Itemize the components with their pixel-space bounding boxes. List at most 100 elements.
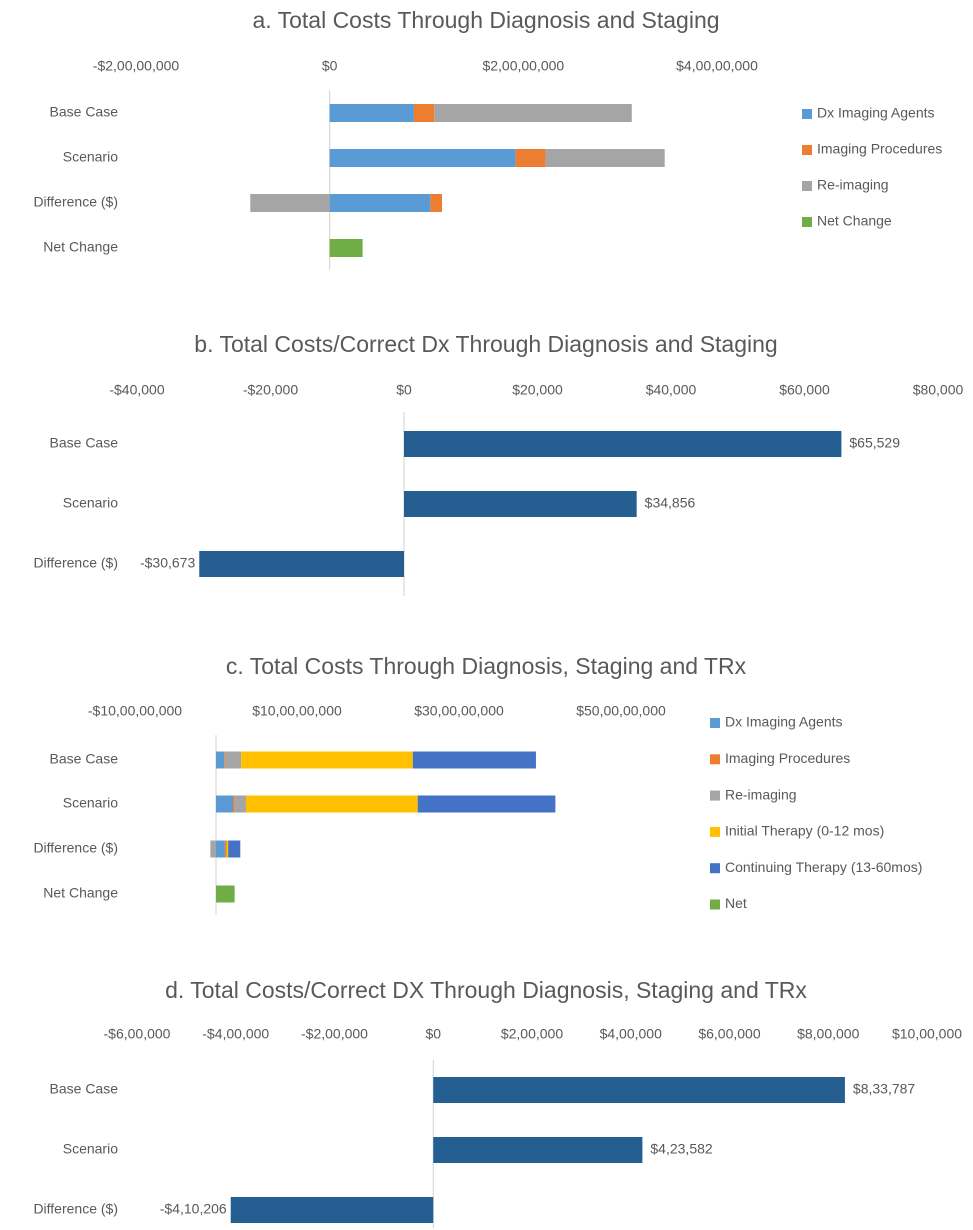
x-tick-label: -$4,00,000: [202, 1026, 269, 1042]
bar-segment: [241, 751, 413, 769]
category-label: Net Change: [43, 885, 118, 901]
category-label: Scenario: [63, 1141, 118, 1157]
bar-segment: [417, 795, 556, 813]
data-label: $34,856: [645, 495, 696, 511]
legend-label: Dx Imaging Agents: [817, 105, 935, 121]
x-tick-label: $10,00,000: [892, 1026, 962, 1042]
bar-segment: [329, 194, 431, 212]
legend-swatch: [802, 217, 812, 227]
bar-segment: [329, 239, 363, 257]
bar-segment: [224, 751, 242, 769]
bar-segment: [245, 795, 418, 813]
data-label: $65,529: [849, 435, 900, 451]
chart-title: c. Total Costs Through Diagnosis, Stagin…: [226, 653, 747, 679]
legend-swatch: [710, 863, 720, 874]
x-tick-label: $80,000: [913, 382, 964, 398]
category-label: Difference ($): [33, 194, 118, 210]
data-label: $8,33,787: [853, 1081, 915, 1097]
legend-label: Imaging Procedures: [817, 141, 942, 157]
bar: [199, 551, 404, 577]
bar-segment: [250, 194, 330, 212]
legend-label: Dx Imaging Agents: [725, 714, 843, 730]
x-tick-label: $0: [322, 58, 338, 74]
bar: [404, 431, 842, 457]
bar-segment: [329, 149, 516, 167]
legend-label: Net Change: [817, 213, 892, 229]
legend-label: Imaging Procedures: [725, 750, 850, 766]
legend-label: Re-imaging: [725, 786, 797, 802]
x-tick-label: $10,00,00,000: [252, 703, 342, 719]
x-tick-label: -$20,000: [243, 382, 298, 398]
legend-label: Initial Therapy (0-12 mos): [725, 823, 884, 839]
bar-segment: [413, 104, 435, 122]
legend-swatch: [710, 718, 720, 728]
bar: [433, 1077, 845, 1103]
legend-label: Re-imaging: [817, 177, 889, 193]
category-label: Base Case: [50, 1081, 119, 1097]
x-tick-label: $30,00,00,000: [414, 703, 504, 719]
bar-segment: [412, 751, 536, 769]
bar-segment: [210, 840, 216, 858]
x-tick-label: $20,000: [512, 382, 563, 398]
category-label: Scenario: [63, 149, 118, 165]
legend-swatch: [802, 181, 812, 191]
bar-segment: [228, 840, 241, 858]
category-label: Net Change: [43, 239, 118, 255]
legend-swatch: [710, 899, 720, 910]
chart-title: d. Total Costs/Correct DX Through Diagno…: [165, 977, 807, 1003]
x-tick-label: $50,00,00,000: [576, 703, 666, 719]
bar-segment: [224, 751, 225, 769]
x-tick-label: $0: [396, 382, 412, 398]
bar-segment: [430, 194, 442, 212]
x-tick-label: $2,00,000: [501, 1026, 563, 1042]
legend-label: Net: [725, 895, 747, 911]
category-label: Base Case: [50, 435, 119, 451]
category-label: Scenario: [63, 795, 118, 811]
legend-swatch: [802, 109, 812, 119]
data-label: $4,23,582: [650, 1141, 712, 1157]
x-tick-label: $8,00,000: [797, 1026, 859, 1042]
bar-segment: [329, 104, 414, 122]
bar-segment: [216, 885, 235, 903]
category-label: Base Case: [50, 751, 119, 767]
bar: [433, 1137, 643, 1163]
legend-swatch: [710, 754, 720, 765]
category-label: Scenario: [63, 495, 118, 511]
x-tick-label: $60,000: [779, 382, 830, 398]
x-tick-label: $4,00,00,000: [676, 58, 758, 74]
x-tick-label: $40,000: [646, 382, 697, 398]
chart-title: b. Total Costs/Correct Dx Through Diagno…: [194, 331, 777, 357]
bar: [230, 1197, 434, 1223]
x-tick-label: -$40,000: [109, 382, 164, 398]
x-tick-label: -$2,00,00,000: [93, 58, 180, 74]
legend-label: Continuing Therapy (13-60mos): [725, 859, 922, 875]
chart-title: a. Total Costs Through Diagnosis and Sta…: [252, 7, 719, 33]
bar-segment: [434, 104, 632, 122]
category-label: Base Case: [50, 104, 119, 120]
x-tick-label: $2,00,00,000: [482, 58, 564, 74]
x-tick-label: -$6,00,000: [104, 1026, 171, 1042]
bar-segment: [216, 840, 225, 858]
bar: [404, 491, 637, 517]
data-label: -$30,673: [140, 555, 195, 571]
category-label: Difference ($): [33, 555, 118, 571]
bar-segment: [226, 840, 229, 858]
data-label: -$4,10,206: [160, 1201, 227, 1217]
category-label: Difference ($): [33, 1201, 118, 1217]
bar-segment: [216, 795, 234, 813]
legend-swatch: [802, 145, 812, 155]
bar-segment: [224, 840, 227, 858]
legend-swatch: [710, 826, 720, 837]
bar-segment: [545, 149, 665, 167]
legend-swatch: [710, 790, 720, 801]
x-tick-label: -$2,00,000: [301, 1026, 368, 1042]
bar-segment: [216, 751, 225, 769]
x-tick-label: $6,00,000: [698, 1026, 760, 1042]
x-tick-label: $4,00,000: [600, 1026, 662, 1042]
x-tick-label: -$10,00,00,000: [88, 703, 182, 719]
category-label: Difference ($): [33, 840, 118, 856]
bar-segment: [234, 795, 246, 813]
bar-segment: [233, 795, 235, 813]
